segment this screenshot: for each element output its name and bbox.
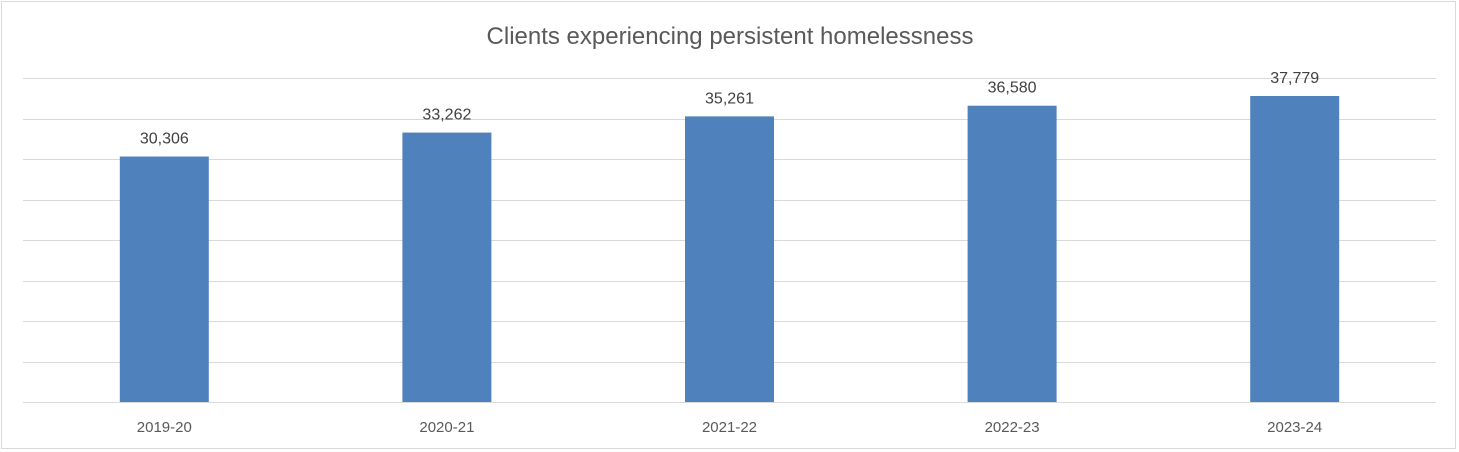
x-tick-label-2019-20: 2019-20 bbox=[137, 419, 192, 436]
chart-title: Clients experiencing persistent homeless… bbox=[487, 23, 974, 50]
data-label-2022-23: 36,580 bbox=[988, 80, 1037, 97]
x-tick-label-2023-24: 2023-24 bbox=[1267, 419, 1322, 436]
data-label-2019-20: 30,306 bbox=[140, 131, 189, 148]
x-axis-tick-labels: 2019-20 2020-21 2021-22 2022-23 2023-24 bbox=[137, 419, 1322, 436]
bar-2019-20 bbox=[119, 156, 209, 402]
bars bbox=[119, 95, 1340, 403]
data-labels: 30,306 33,262 35,261 36,580 37,779 bbox=[140, 70, 1319, 148]
data-label-2023-24: 37,779 bbox=[1270, 70, 1319, 87]
data-label-2020-21: 33,262 bbox=[422, 107, 471, 124]
x-tick-label-2020-21: 2020-21 bbox=[419, 419, 474, 436]
x-tick-label-2022-23: 2022-23 bbox=[985, 419, 1040, 436]
bar-2022-23 bbox=[967, 105, 1057, 403]
data-label-2021-22: 35,261 bbox=[705, 90, 754, 107]
x-tick-label-2021-22: 2021-22 bbox=[702, 419, 757, 436]
bar-2021-22 bbox=[685, 116, 774, 403]
bar-2023-24 bbox=[1250, 95, 1340, 402]
bar-2020-21 bbox=[402, 132, 492, 402]
